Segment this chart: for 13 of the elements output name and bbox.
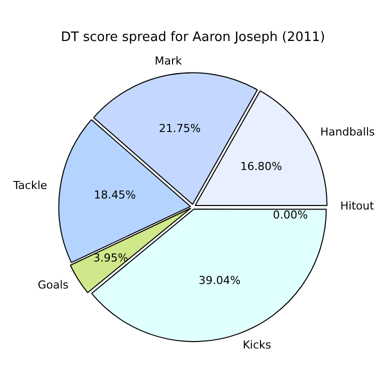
data-label: 21.75%	[158, 122, 201, 135]
slice-label: Goals	[38, 278, 69, 292]
slice-label: Handballs	[320, 125, 376, 138]
data-label: 3.95%	[93, 252, 128, 265]
data-label: 16.80%	[240, 160, 282, 173]
slice-label: Tackle	[12, 179, 48, 192]
slice-label: Kicks	[242, 338, 272, 352]
slice-label: Mark	[154, 54, 183, 68]
chart-title: DT score spread for Aaron Joseph (2011)	[60, 30, 326, 46]
data-label: 39.04%	[198, 274, 241, 287]
text: 0.00%	[272, 208, 308, 222]
category-label: Hitout	[340, 200, 374, 213]
data-label: 18.45%	[94, 188, 136, 202]
